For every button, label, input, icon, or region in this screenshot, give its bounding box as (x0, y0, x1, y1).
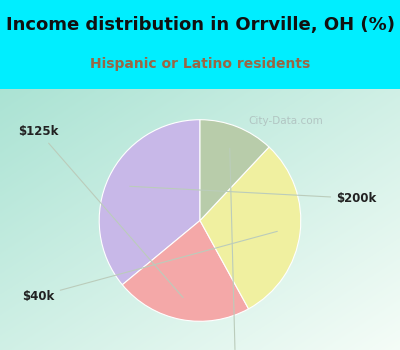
Text: $125k: $125k (18, 125, 183, 298)
Text: Hispanic or Latino residents: Hispanic or Latino residents (90, 57, 310, 71)
Text: City-Data.com: City-Data.com (248, 116, 323, 126)
Text: $200k: $200k (130, 186, 376, 205)
Text: $75k: $75k (219, 148, 252, 350)
Wedge shape (122, 220, 248, 321)
Text: $40k: $40k (22, 231, 277, 303)
Wedge shape (200, 147, 301, 309)
Wedge shape (99, 120, 200, 285)
Text: Income distribution in Orrville, OH (%): Income distribution in Orrville, OH (%) (6, 16, 394, 34)
Wedge shape (200, 120, 269, 220)
